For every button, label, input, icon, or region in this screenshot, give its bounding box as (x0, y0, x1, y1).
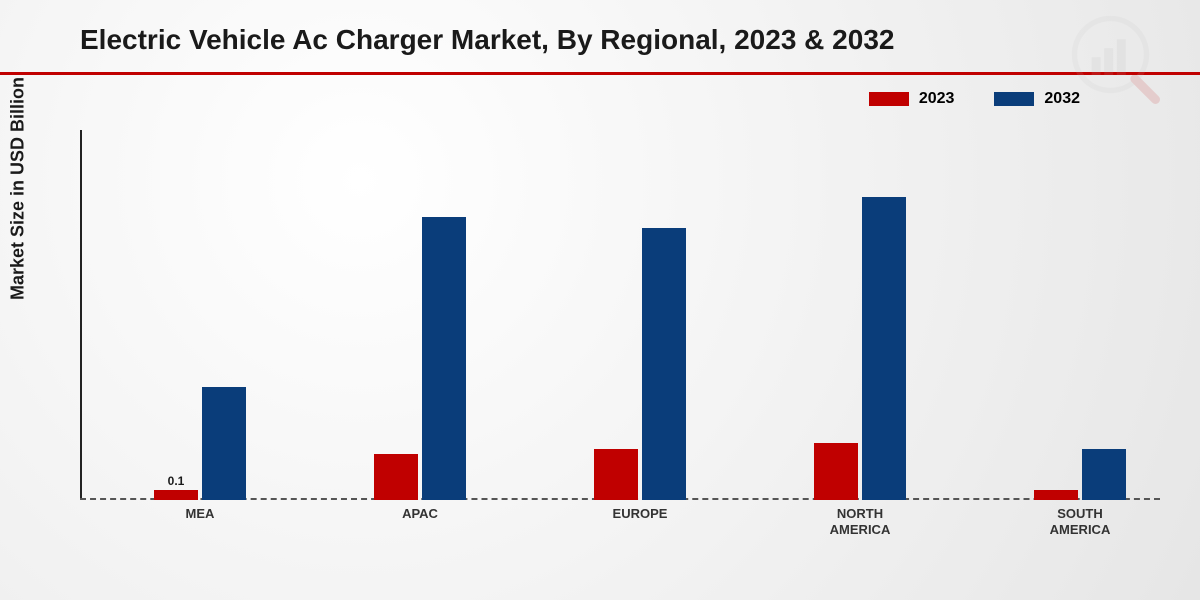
bar-group: 0.1MEA (120, 130, 280, 500)
legend-item-2032: 2032 (994, 90, 1080, 108)
legend-swatch-2032 (994, 92, 1034, 106)
bar-2032 (642, 228, 686, 500)
legend: 2023 2032 (869, 90, 1080, 108)
bar-group: NORTH AMERICA (780, 130, 940, 500)
plot-area: 0.1MEA APAC EUROPE NORTH AMERICA SOUTH AMERI… (80, 130, 1160, 500)
bar-2032 (202, 387, 246, 500)
bar-2032 (1082, 449, 1126, 500)
category-label: SOUTH AMERICA (1050, 506, 1111, 537)
bar-2023 (814, 443, 858, 500)
y-axis-label: Market Size in USD Billion (8, 77, 29, 300)
legend-label-2032: 2032 (1044, 90, 1080, 108)
title-underline (0, 72, 1200, 75)
chart-canvas: Electric Vehicle Ac Charger Market, By R… (0, 0, 1200, 600)
watermark-logo-icon (1070, 14, 1160, 104)
bar-2032 (862, 197, 906, 500)
bar-2032 (422, 217, 466, 500)
legend-swatch-2023 (869, 92, 909, 106)
bar-group: APAC (340, 130, 500, 500)
category-label: NORTH AMERICA (830, 506, 891, 537)
category-label: EUROPE (613, 506, 668, 522)
legend-label-2023: 2023 (919, 90, 955, 108)
bar-2023: 0.1 (154, 490, 198, 500)
category-label: MEA (186, 506, 215, 522)
y-axis (80, 130, 82, 500)
bar-2023 (1034, 490, 1078, 500)
bar-group: EUROPE (560, 130, 720, 500)
category-label: APAC (402, 506, 438, 522)
bar-2023 (374, 454, 418, 500)
bar-value-label: 0.1 (168, 474, 185, 488)
chart-title: Electric Vehicle Ac Charger Market, By R… (80, 24, 894, 56)
bar-2023 (594, 449, 638, 500)
legend-item-2023: 2023 (869, 90, 955, 108)
bar-group: SOUTH AMERICA (1000, 130, 1160, 500)
